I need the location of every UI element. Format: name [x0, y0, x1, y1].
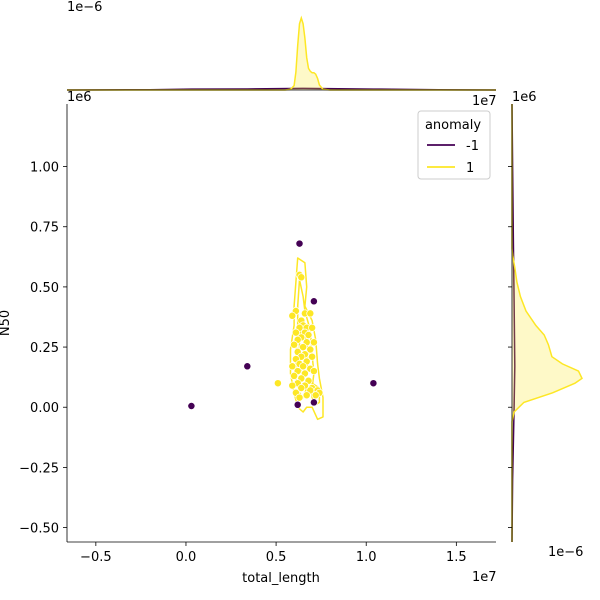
y-tick-label: 1.00 — [30, 161, 59, 176]
y-tick-label: 0.75 — [30, 221, 59, 236]
scatter-point-anomaly-neg1 — [293, 400, 302, 409]
y-axis-ticks: −0.50 −0.25 0.00 0.25 0.50 0.75 1.00 — [19, 161, 67, 537]
scatter-point-anomaly-1 — [273, 379, 282, 388]
legend: anomaly -1 1 — [417, 110, 491, 180]
scatter-point-anomaly-1 — [288, 311, 297, 320]
x-tick-label: −0.5 — [80, 550, 112, 565]
scatter-point-anomaly-neg1 — [243, 362, 252, 371]
scatter-point-anomaly-1 — [288, 362, 297, 371]
y-tick-label: 0.25 — [30, 341, 59, 356]
scatter-point-anomaly-1 — [304, 331, 313, 339]
scatter-point-anomaly-1 — [309, 338, 318, 347]
right-marginal-density-fill-anomaly-1 — [512, 104, 582, 542]
y-tick-label: 0.00 — [30, 401, 59, 416]
x-tick-label: 0.5 — [266, 550, 287, 565]
main-axes: −0.5 0.0 0.5 1.0 1.5 −0.50 −0.25 0.00 0.25 0.50 0… — [0, 90, 497, 586]
right-marginal-axes: 1e6 1e−6 — [508, 90, 583, 560]
legend-title: anomaly — [425, 118, 481, 133]
scatter-point-anomaly-1 — [290, 340, 299, 349]
x-tick-label: 1.5 — [446, 550, 467, 565]
scatter-point-anomaly-1 — [290, 371, 299, 380]
legend-label-neg1: -1 — [466, 139, 479, 154]
top-marginal-axes: 1e−6 — [66, 0, 497, 91]
y-axis-offset-label: 1e6 — [67, 90, 92, 105]
scatter-point-anomaly-1 — [302, 391, 311, 400]
scatter-point-anomaly-1 — [297, 384, 306, 392]
x-axis-ticks: −0.5 0.0 0.5 1.0 1.5 — [80, 542, 467, 565]
scatter-point-anomaly-1 — [306, 309, 315, 318]
top-marginal-x-offset-label: 1e7 — [472, 94, 497, 109]
top-marginal-offset-label: 1e−6 — [67, 0, 102, 15]
x-tick-label: 1.0 — [356, 550, 377, 565]
scatter-point-anomaly-1 — [308, 323, 317, 332]
scatter-point-anomaly-1 — [308, 352, 317, 361]
legend-label-1: 1 — [466, 161, 474, 176]
right-marginal-y-offset-label: 1e6 — [512, 90, 537, 105]
y-tick-label: −0.25 — [19, 461, 59, 476]
scatter-point-anomaly-neg1 — [309, 398, 318, 407]
right-marginal-density-anomaly-1 — [511, 104, 583, 542]
scatter-point-anomaly-neg1 — [295, 239, 304, 248]
y-axis-label: N50 — [0, 310, 13, 336]
x-tick-label: 0.0 — [176, 550, 197, 565]
scatter-points — [187, 239, 378, 410]
top-marginal-density-anomaly-1 — [67, 15, 496, 91]
scatter-point-anomaly-1 — [288, 381, 297, 390]
right-marginal-offset-label: 1e−6 — [548, 545, 583, 560]
scatter-point-anomaly-1 — [299, 362, 308, 371]
scatter-point-anomaly-1 — [306, 345, 315, 354]
top-marginal-density-fill-anomaly-1 — [67, 18, 496, 90]
scatter-point-anomaly-neg1 — [187, 402, 196, 410]
right-marginal-ticks — [508, 166, 512, 528]
scatter-point-anomaly-1 — [295, 393, 304, 402]
y-tick-label: 0.50 — [30, 281, 59, 296]
scatter-point-anomaly-1 — [311, 391, 320, 400]
y-tick-label: −0.50 — [19, 522, 59, 537]
scatter-point-anomaly-neg1 — [369, 379, 378, 388]
scatter-point-anomaly-1 — [291, 328, 300, 337]
scatter-point-anomaly-neg1 — [309, 297, 318, 306]
scatter-point-anomaly-1 — [299, 343, 308, 352]
scatter-point-anomaly-1 — [297, 273, 306, 282]
scatter-point-anomaly-1 — [309, 367, 318, 376]
x-axis-offset-label: 1e7 — [472, 570, 497, 585]
x-axis-label: total_length — [242, 571, 320, 586]
